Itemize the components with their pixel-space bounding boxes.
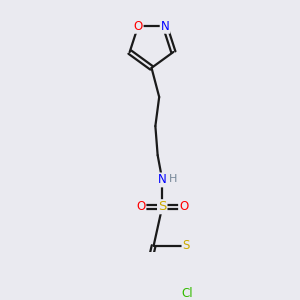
Text: N: N bbox=[158, 173, 167, 186]
Text: H: H bbox=[169, 174, 177, 184]
Text: Cl: Cl bbox=[182, 287, 193, 300]
Text: S: S bbox=[182, 239, 190, 252]
Text: S: S bbox=[158, 200, 166, 213]
Text: O: O bbox=[136, 200, 146, 213]
Text: O: O bbox=[134, 20, 143, 33]
Text: O: O bbox=[179, 200, 188, 213]
Text: N: N bbox=[161, 20, 170, 33]
